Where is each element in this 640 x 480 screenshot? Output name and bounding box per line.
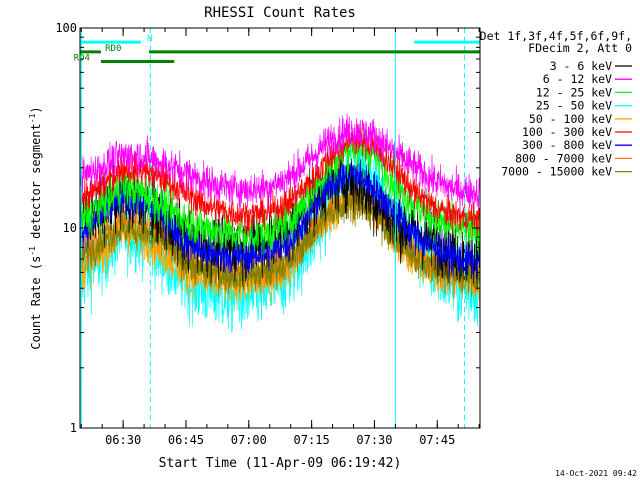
x-tick-label: 06:45: [168, 433, 204, 447]
x-tick-label: 07:45: [419, 433, 455, 447]
legend-header-line-1: Det 1f,3f,4f,5f,6f,9f,: [480, 29, 632, 43]
legend-label-12-25-kev: 12 - 25 keV: [536, 85, 612, 99]
x-tick-label: 07:15: [294, 433, 330, 447]
legend-label-6-12-kev: 6 - 12 keV: [543, 72, 612, 86]
legend-label-800-7000-kev: 800 - 7000 keV: [515, 151, 612, 165]
series-line-6-12-kev: [80, 113, 480, 214]
status-bar-label-rd0: RD0: [105, 44, 121, 54]
legend-label-25-50-kev: 25 - 50 keV: [536, 99, 612, 113]
legend-label-50-100-kev: 50 - 100 keV: [529, 112, 612, 126]
status-bar-label-n: N: [147, 34, 152, 44]
series-line-300-800-kev: [80, 153, 480, 281]
footer-timestamp: 14-Oct-2021 09:42: [555, 469, 637, 478]
x-tick-label: 06:30: [105, 433, 141, 447]
x-axis-label: Start Time (11-Apr-09 06:19:42): [159, 456, 402, 471]
legend-label-3-6-kev: 3 - 6 keV: [550, 59, 612, 73]
x-tick-label: 07:30: [356, 433, 392, 447]
legend-label-7000-15000-kev: 7000 - 15000 keV: [501, 165, 612, 179]
series-line-7000-15000-kev: [80, 185, 480, 298]
axes: 06:30 06:45 07:00 07:15 07:30 07:45 1 10 100: [55, 21, 481, 447]
legend-header-line-2: FDecim 2, Att 0: [528, 41, 632, 55]
status-bar-label-rd4: RD4: [74, 53, 90, 63]
chart-title: RHESSI Count Rates: [204, 5, 356, 21]
legend-label-100-300-kev: 100 - 300 keV: [522, 125, 612, 139]
y-tick-label: 100: [55, 21, 77, 35]
series-line-100-300-kev: [80, 123, 480, 237]
y-axis-label: Count Rate (s-1 detector segment-1): [28, 106, 43, 349]
legend-label-300-800-kev: 300 - 800 keV: [522, 138, 612, 152]
y-tick-label: 1: [70, 421, 77, 435]
x-tick-label: 07:00: [231, 433, 267, 447]
legend: Det 1f,3f,4f,5f,6f,9f, FDecim 2, Att 0 3…: [480, 29, 632, 179]
y-tick-label: 10: [63, 221, 77, 235]
